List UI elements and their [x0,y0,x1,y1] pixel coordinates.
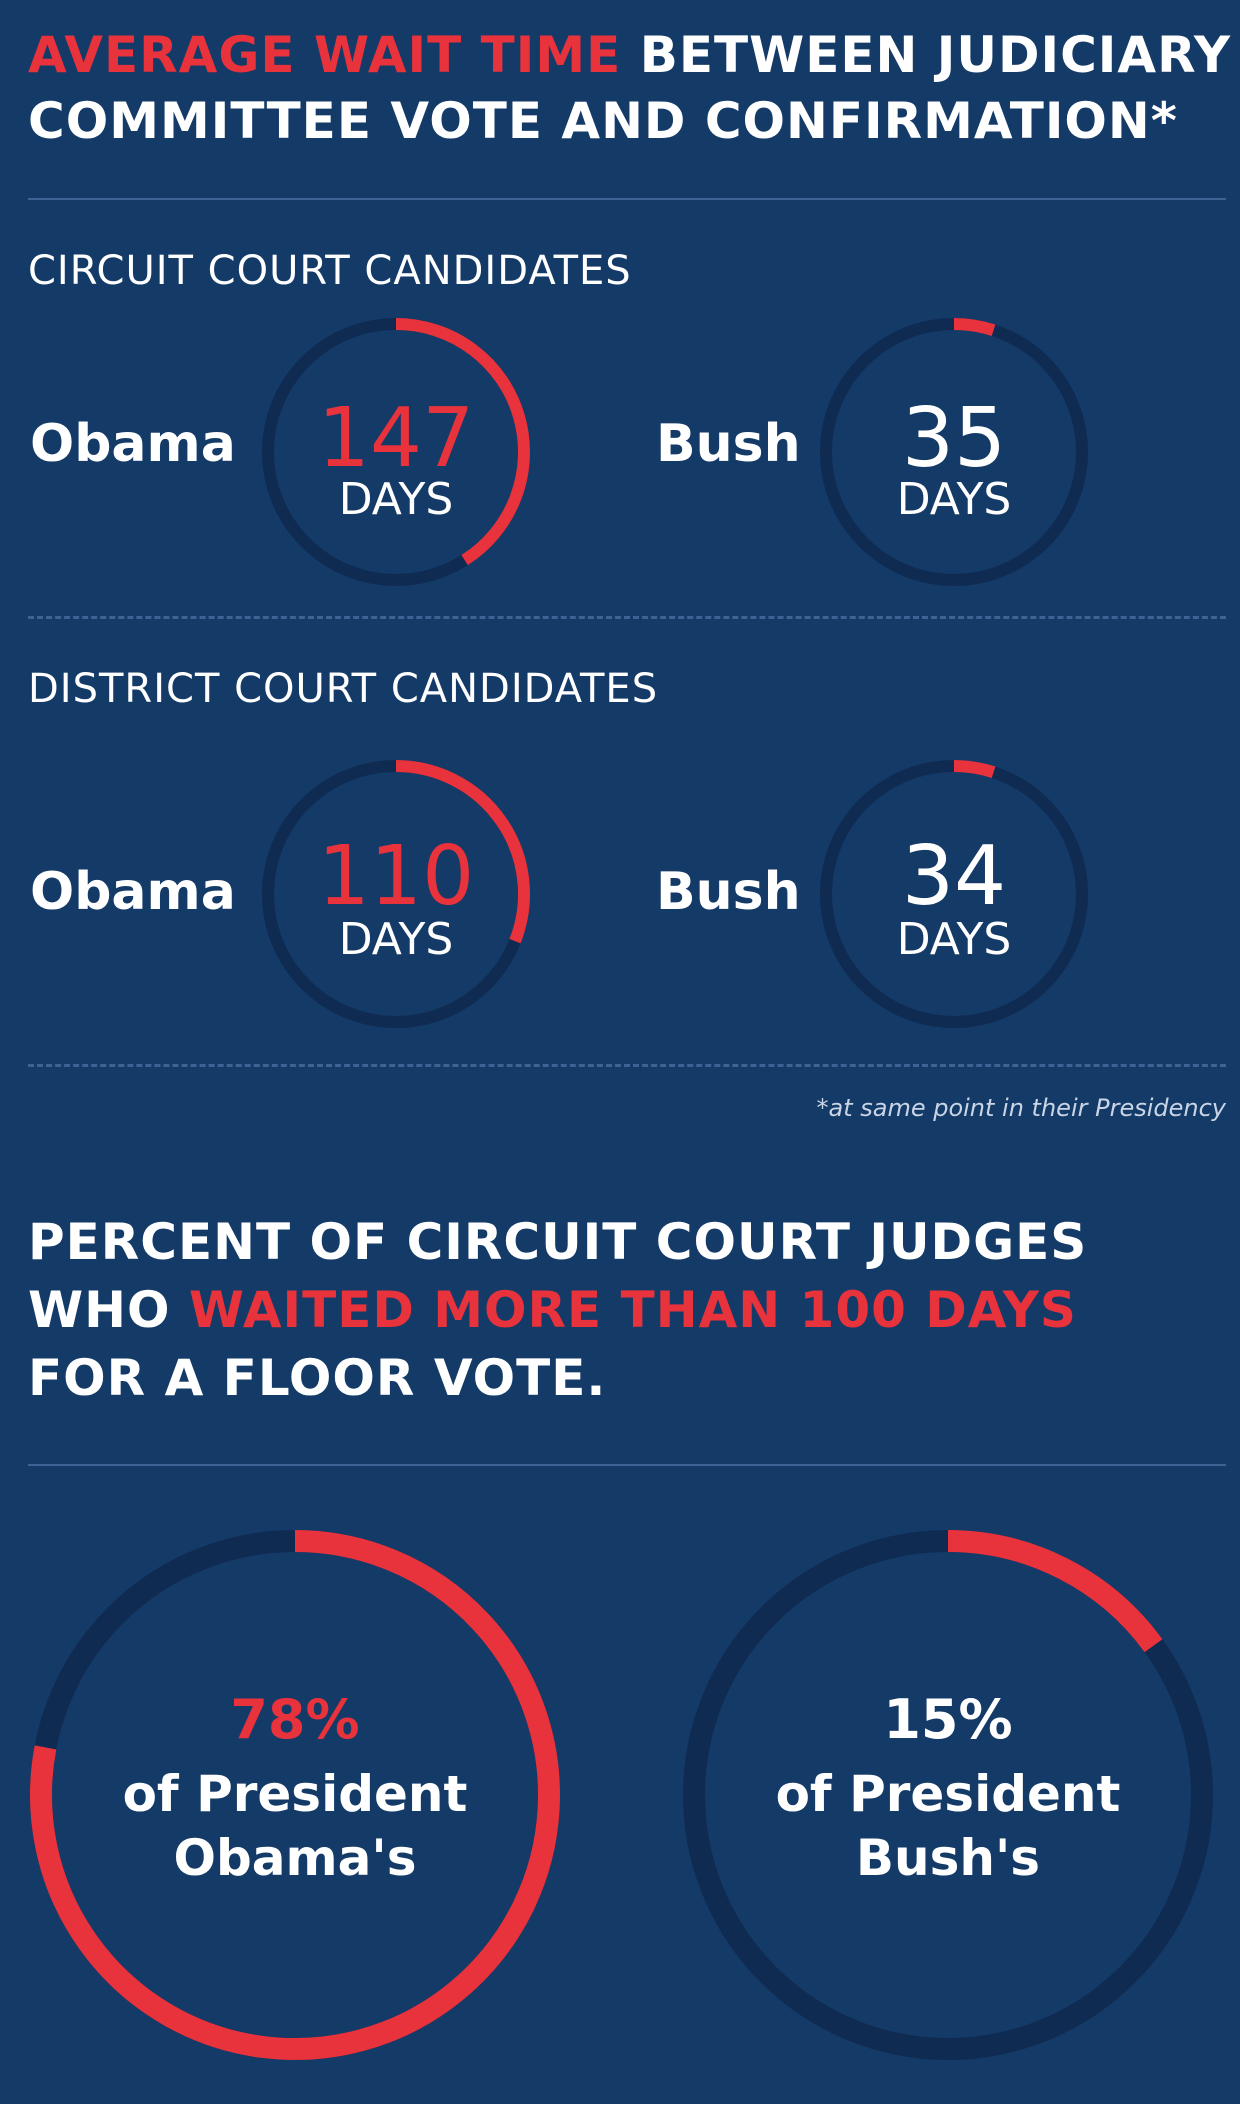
header-divider [28,198,1226,200]
percent-title-line2: WHO WAITED MORE THAN 100 DAYS [28,1276,1087,1344]
percent-title-red: WAITED MORE THAN 100 DAYS [188,1281,1077,1339]
percent-bush-caption: of President Bush's [748,1762,1148,1890]
header-title-white: BETWEEN JUDICIARY [621,26,1232,84]
header-title-red: AVERAGE WAIT TIME [28,26,622,84]
percent-obama-value: 78% [230,1688,360,1751]
district-obama-unit: DAYS [338,914,454,965]
circuit-section-label: CIRCUIT COURT CANDIDATES [28,248,632,294]
district-bush-value: 34 [901,829,1007,924]
district-obama-label: Obama [30,862,236,922]
footnote: *at same point in their Presidency [816,1094,1226,1122]
percent-bush-caption-line1: of President [775,1765,1121,1823]
percent-obama-ring-arc [30,1530,560,2060]
circuit-obama-value: 147 [317,391,475,486]
percent-bush-caption-line2: Bush's [855,1829,1041,1887]
district-obama-ring-arc [395,760,530,944]
percent-obama-caption-line1: of President [122,1765,468,1823]
circuit-bush-unit: DAYS [896,474,1012,525]
district-bush-ring [820,760,1088,1028]
percent-title-line1: PERCENT OF CIRCUIT COURT JUDGES [28,1213,1088,1271]
percent-bush-ring-arc [947,1530,1163,1653]
percent-obama-caption-line2: Obama's [173,1829,417,1887]
circuit-divider [28,616,1226,619]
header-title-line2: COMMITTEE VOTE AND CONFIRMATION* [28,92,1178,150]
district-obama-value: 110 [317,829,475,924]
header-title-line1: AVERAGE WAIT TIME BETWEEN JUDICIARY [28,22,1231,88]
percent-bush-ring [683,1530,1213,2060]
circuit-obama-label: Obama [30,414,236,474]
percent-title-white: WHO [28,1281,189,1339]
district-divider [28,1064,1226,1067]
header-title: AVERAGE WAIT TIME BETWEEN JUDICIARY COMM… [28,22,1231,154]
circuit-bush-ring-arc [953,318,996,337]
percent-title: PERCENT OF CIRCUIT COURT JUDGES WHO WAIT… [28,1208,1087,1412]
district-bush-ring-arc [953,760,996,779]
district-bush-unit: DAYS [896,914,1012,965]
percent-obama-ring [30,1530,560,2060]
circuit-bush-ring [820,318,1088,586]
district-section-label: DISTRICT COURT CANDIDATES [28,666,659,712]
percent-bush-value: 15% [883,1688,1013,1751]
circuit-obama-ring-arc [395,318,530,566]
district-bush-label: Bush [656,862,801,922]
circuit-bush-label: Bush [656,414,801,474]
percent-obama-caption: of President Obama's [95,1762,495,1890]
percent-title-line3: FOR A FLOOR VOTE. [28,1349,607,1407]
district-obama-ring [262,760,530,1028]
circuit-obama-ring [262,318,530,586]
circuit-obama-unit: DAYS [338,474,454,525]
circuit-bush-value: 35 [901,391,1007,486]
percent-divider [28,1464,1226,1466]
